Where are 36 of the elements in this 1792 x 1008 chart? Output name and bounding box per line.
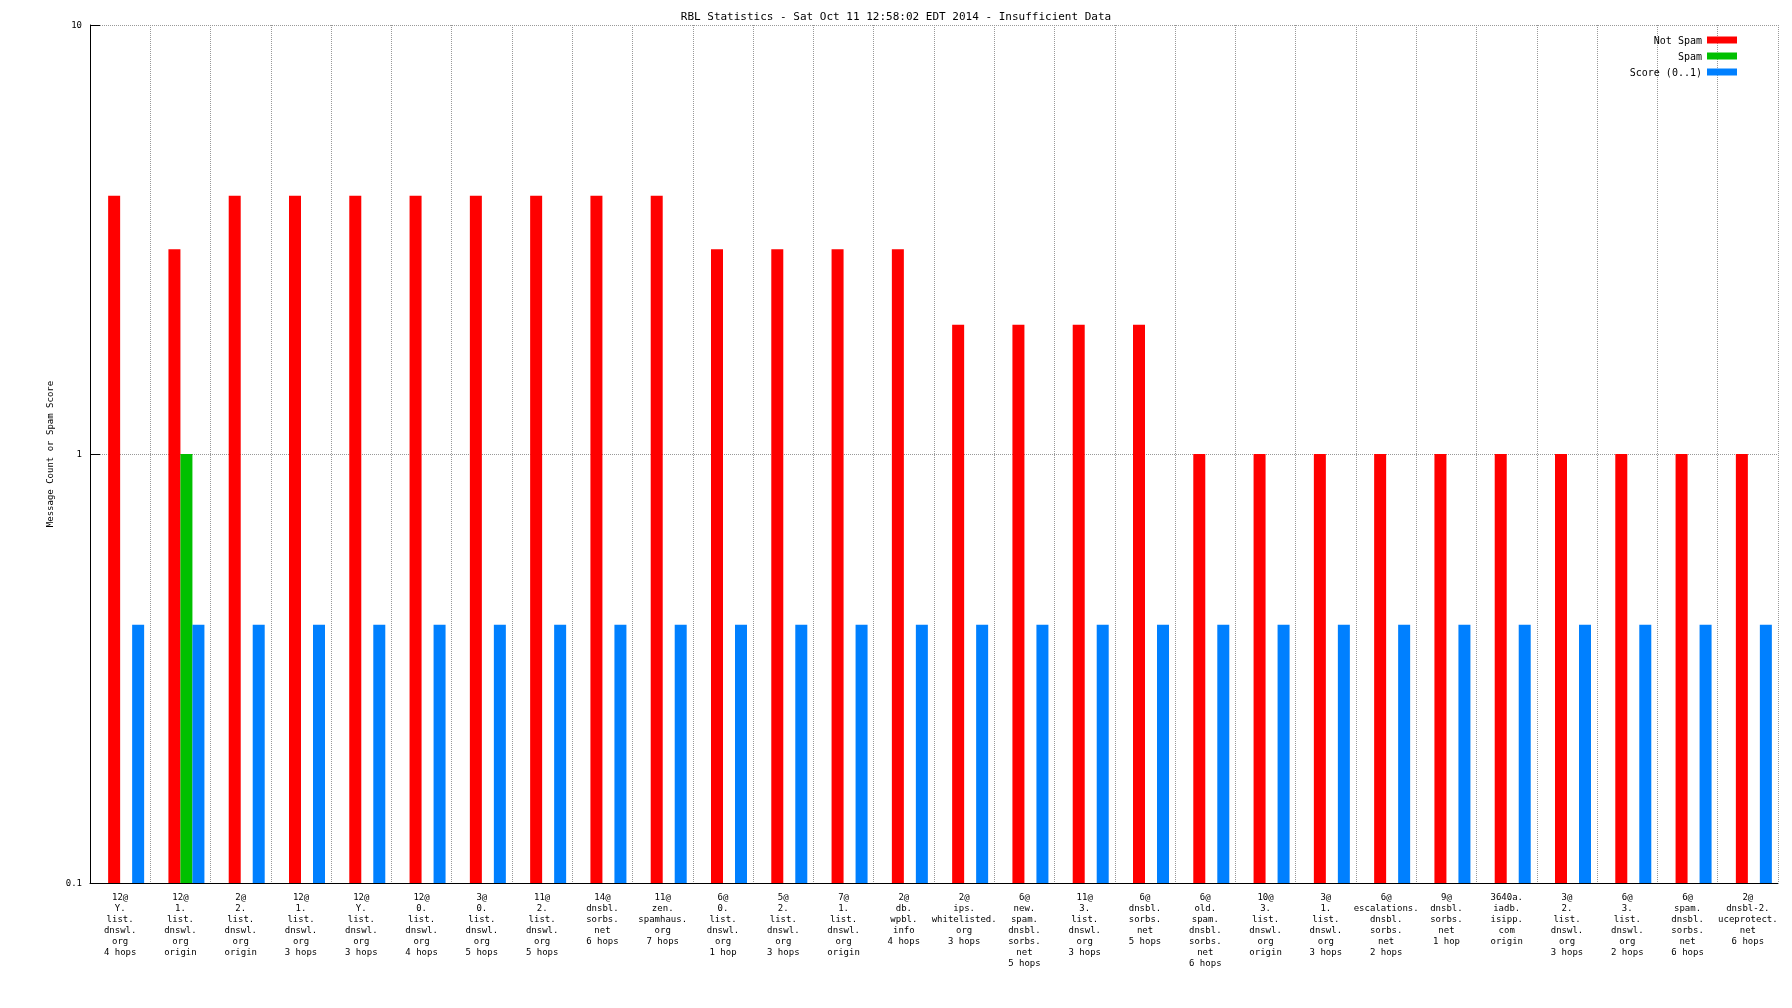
legend-label: Score (0..1) [1629, 66, 1702, 78]
x-tick-label: 3640a. iadb. isipp. com origin [1490, 891, 1523, 946]
x-tick-label: 2@ dnsbl-2. uceprotect. net 6 hops [1718, 891, 1778, 946]
x-tick-label: 12@ 1. list. dnswl. org origin [164, 891, 197, 957]
x-tick-label: 6@ new. spam. dnsbl. sorbs. net 5 hops [1008, 891, 1041, 968]
x-tick-label: 2@ 2. list. dnswl. org origin [224, 891, 257, 957]
y-tick-label: 10 [71, 20, 82, 30]
x-tick-label: 6@ spam. dnsbl. sorbs. net 6 hops [1671, 891, 1704, 957]
x-tick-label: 12@ 1. list. dnswl. org 3 hops [284, 891, 318, 957]
x-tick-label: 11@ 3. list. dnswl. org 3 hops [1068, 891, 1101, 957]
x-tick-label: 12@ Y. list. dnswl. org 3 hops [345, 891, 378, 957]
chart-title: RBL Statistics - Sat Oct 11 12:58:02 EDT 2014 - Insufficient Data [680, 10, 1112, 23]
x-tick-label: 5@ 2. list. dnswl. org 3 hops [767, 891, 800, 957]
y-tick-label: 0.1 [65, 878, 82, 888]
x-tick-label: 3@ 1. list. dnswl. org 3 hops [1309, 891, 1343, 957]
x-tick-label: 14@ dnsbl. sorbs. net 6 hops [586, 891, 619, 946]
x-tick-label: 2@ db. wpbl. info 4 hops [887, 891, 921, 946]
x-tick-label: 3@ 2. list. dnswl. org 3 hops [1550, 891, 1584, 957]
x-tick-label: 9@ dnsbl. sorbs. net 1 hop [1430, 891, 1463, 946]
x-tick-label: 7@ 1. list. dnswl. org origin [827, 891, 860, 957]
x-tick-label: 6@ 0. list. dnswl. org 1 hop [706, 891, 740, 957]
x-tick-label: 11@ zen. spamhaus. org 7 hops [638, 891, 688, 946]
x-tick-label: 6@ 3. list. dnswl. org 2 hops [1611, 891, 1644, 957]
x-tick-label: 6@ escalations. dnsbl. sorbs. net 2 hops [1353, 891, 1419, 957]
legend-label: Spam [1677, 50, 1702, 62]
x-tick-label: 12@ 0. list. dnswl. org 4 hops [405, 891, 438, 957]
x-tick-label: 12@ Y. list. dnswl. org 4 hops [103, 891, 137, 957]
x-tick-label: 6@ dnsbl. sorbs. net 5 hops [1128, 891, 1162, 946]
x-tick-label: 2@ ips. whitelisted. org 3 hops [931, 891, 997, 946]
y-axis-title: Message Count or Spam Score [45, 380, 56, 528]
legend-label: Not Spam [1653, 34, 1702, 46]
x-tick-label: 11@ 2. list. dnswl. org 5 hops [525, 891, 559, 957]
x-tick-label: 10@ 3. list. dnswl. org origin [1249, 891, 1282, 957]
y-tick-label: 1 [76, 449, 82, 459]
x-tick-label: 3@ 0. list. dnswl. org 5 hops [465, 891, 499, 957]
x-tick-label: 6@ old. spam. dnsbl. sorbs. net 6 hops [1189, 891, 1222, 968]
